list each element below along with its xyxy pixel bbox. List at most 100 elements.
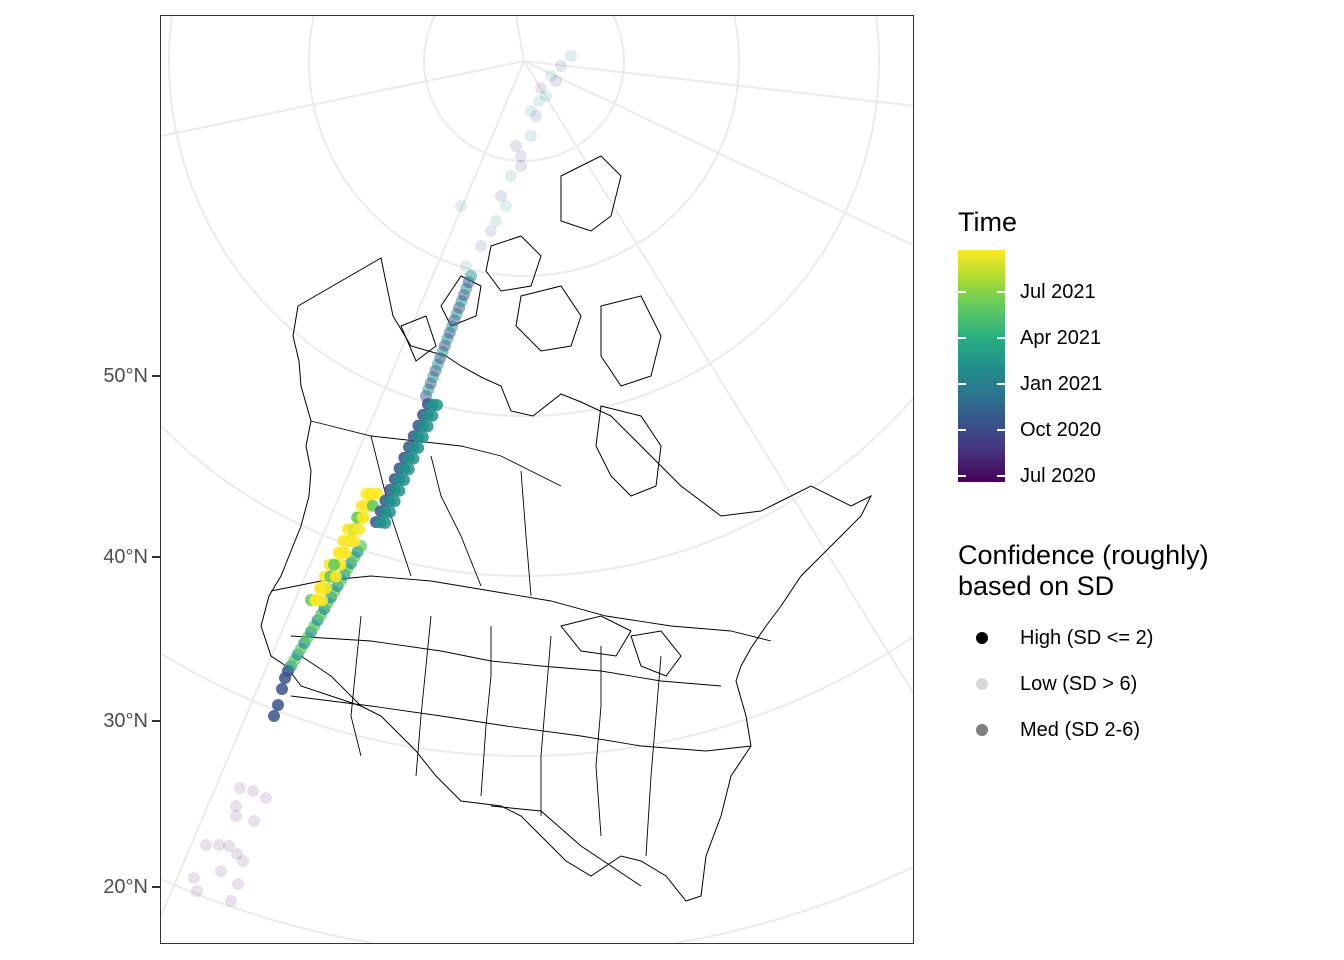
track-point-6 xyxy=(237,855,249,867)
track-point-74 xyxy=(356,511,369,524)
lat-tick-20 xyxy=(152,886,160,888)
track-point-66 xyxy=(348,535,361,548)
track-point-15 xyxy=(230,800,242,812)
track-point-106 xyxy=(412,441,425,454)
track-point-91 xyxy=(388,495,401,508)
time-colorbar xyxy=(958,250,1005,482)
cb-tick-right-oct2020 xyxy=(997,429,1005,431)
track-point-157 xyxy=(525,105,537,117)
cb-tick-right-jul2021 xyxy=(997,291,1005,293)
track-point-50 xyxy=(319,582,332,595)
cb-tick-right-jul2020 xyxy=(997,475,1005,477)
track-point-85 xyxy=(379,516,392,529)
track-point-82 xyxy=(365,488,377,500)
track-point-145 xyxy=(525,130,537,142)
track-point-151 xyxy=(565,50,577,62)
track-point-159 xyxy=(540,90,552,102)
lat-tick-30 xyxy=(152,720,160,722)
confidence-low-dot xyxy=(976,678,988,690)
track-point-17 xyxy=(272,699,284,711)
track-point-13 xyxy=(260,792,272,804)
confidence-med-label: Med (SD 2-6) xyxy=(1020,719,1141,741)
track-point-100 xyxy=(402,463,415,476)
track-point-138 xyxy=(465,270,477,282)
track-point-5 xyxy=(230,810,242,822)
track-point-153 xyxy=(500,200,512,212)
confidence-legend-title-line2: based on SD xyxy=(958,571,1115,601)
track-point-142 xyxy=(495,190,507,202)
track-point-10 xyxy=(225,895,237,907)
track-point-115 xyxy=(426,409,439,422)
coastlines xyxy=(260,155,873,902)
track-point-9 xyxy=(215,865,227,877)
confidence-med-dot xyxy=(976,724,988,736)
confidence-low-label: Low (SD > 6) xyxy=(1020,673,1138,695)
graticule xyxy=(161,16,913,943)
time-label-apr2021: Apr 2021 xyxy=(1020,327,1102,349)
cb-tick-left-jan2021 xyxy=(958,383,966,385)
cb-tick-left-oct2020 xyxy=(958,429,966,431)
lat-label-20: 20°N xyxy=(103,876,148,898)
time-label-oct2020: Oct 2020 xyxy=(1020,419,1102,441)
time-label-jan2021: Jan 2021 xyxy=(1020,373,1103,395)
track-point-118 xyxy=(431,399,443,411)
track-point-158 xyxy=(550,75,562,87)
confidence-high-label: High (SD <= 2) xyxy=(1020,627,1154,649)
track-point-11 xyxy=(232,878,244,890)
lat-label-40: 40°N xyxy=(103,546,148,568)
confidence-high-dot xyxy=(976,632,988,644)
cb-tick-right-apr2021 xyxy=(997,337,1005,339)
track-point-143 xyxy=(505,170,517,182)
track-point-155 xyxy=(455,200,467,212)
track-point-149 xyxy=(545,70,557,82)
track-point-139 xyxy=(460,260,472,272)
track-point-148 xyxy=(535,82,547,94)
track-point-152 xyxy=(515,160,527,172)
track-point-12 xyxy=(247,785,259,797)
cb-tick-left-jul2020 xyxy=(958,475,966,477)
track-point-94 xyxy=(393,484,406,497)
political-borders xyxy=(270,420,772,857)
time-label-jul2021: Jul 2021 xyxy=(1020,281,1096,303)
track-point-150 xyxy=(555,60,567,72)
track-point-140 xyxy=(475,240,487,252)
cb-tick-left-apr2021 xyxy=(958,337,966,339)
track-point-103 xyxy=(407,452,420,465)
track-point-146 xyxy=(530,110,542,122)
track-point-112 xyxy=(421,420,434,433)
track-point-7 xyxy=(248,815,260,827)
track-point-156 xyxy=(510,140,522,152)
track-point-109 xyxy=(416,431,429,444)
track-point-154 xyxy=(485,225,497,237)
track-points xyxy=(188,50,577,907)
lat-label-50: 50°N xyxy=(103,365,148,387)
track-point-144 xyxy=(515,150,527,162)
track-point-2 xyxy=(213,839,225,851)
map-panel xyxy=(160,15,914,944)
track-point-3 xyxy=(223,840,235,852)
track-point-1 xyxy=(191,885,203,897)
track-point-62 xyxy=(338,546,351,559)
track-point-8 xyxy=(231,848,243,860)
cb-tick-left-jul2021 xyxy=(958,291,966,293)
track-point-147 xyxy=(533,95,545,107)
track-point-16 xyxy=(268,710,280,722)
track-point-0 xyxy=(188,872,200,884)
track-point-88 xyxy=(383,506,396,519)
track-point-54 xyxy=(329,570,342,583)
time-label-jul2020: Jul 2020 xyxy=(1020,465,1096,487)
track-point-46 xyxy=(309,594,322,607)
lat-label-30: 30°N xyxy=(103,710,148,732)
track-point-70 xyxy=(346,523,359,536)
track-point-4 xyxy=(200,839,212,851)
time-legend-title: Time xyxy=(958,207,1017,237)
lat-tick-50 xyxy=(152,375,160,377)
lat-tick-40 xyxy=(152,556,160,558)
map-canvas xyxy=(161,16,913,943)
track-point-14 xyxy=(234,782,246,794)
track-point-97 xyxy=(398,474,410,486)
track-point-141 xyxy=(490,215,502,227)
track-point-58 xyxy=(328,558,341,571)
cb-tick-right-jan2021 xyxy=(997,383,1005,385)
track-point-18 xyxy=(276,683,288,695)
